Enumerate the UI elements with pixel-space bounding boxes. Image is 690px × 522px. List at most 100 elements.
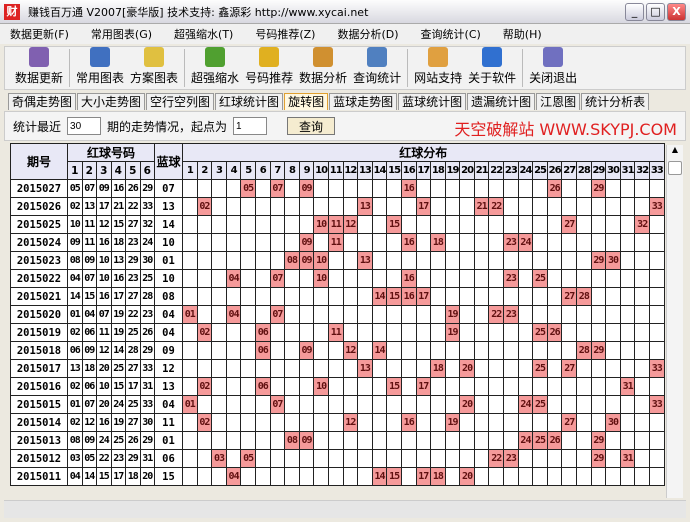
periods-input[interactable]	[67, 117, 102, 135]
scroll-thumb[interactable]	[668, 161, 682, 175]
dist-cell	[473, 377, 490, 396]
dist-cell	[634, 395, 650, 414]
table-row[interactable]: 2015021 14 15 16 17 27 28 08 14 15 16 17 27 28	[10, 287, 665, 306]
dist-cell	[225, 215, 242, 234]
dist-cell	[634, 233, 650, 252]
tab[interactable]: 统计分析表	[581, 93, 650, 110]
red-number-cell: 21	[110, 197, 126, 216]
dist-cell	[225, 323, 242, 342]
dist-cell	[386, 413, 402, 432]
menu-item[interactable]: 帮助(H)	[502, 28, 542, 41]
table-row[interactable]: 2015015 01 07 20 24 25 33 04 01 07 20 24 25 33	[10, 395, 665, 414]
table-row[interactable]: 2015023 08 09 10 13 29 30 01 08 09 10 13 29 30	[10, 251, 665, 270]
tab[interactable]: 红球统计图	[215, 93, 284, 110]
tab[interactable]: 奇偶走势图	[8, 93, 77, 110]
table-row[interactable]: 2015011 04 14 15 17 18 20 15 04 14 15 17 18 20	[10, 467, 665, 486]
table-row[interactable]: 2015017 13 18 20 25 27 33 12 13 18 20 25 27 33	[10, 359, 665, 378]
table-row[interactable]: 2015013 08 09 24 25 26 29 01 08 09 24 25 26 29	[10, 431, 665, 450]
table-row[interactable]: 2015014 02 12 16 19 27 30 11 02 12 16 19 27 30	[10, 413, 665, 432]
dist-cell	[459, 287, 475, 306]
dist-cell	[254, 449, 271, 468]
tab[interactable]: 旋转图	[284, 93, 329, 110]
toolbar-button[interactable]: 网站支持	[414, 47, 462, 89]
dist-cell	[561, 197, 578, 216]
table-row[interactable]: 2015018 06 09 12 14 28 29 09 06 09 12 14 28 29	[10, 341, 665, 360]
dist-cell	[240, 359, 256, 378]
tab[interactable]: 遗漏统计图	[467, 93, 536, 110]
dist-hit-cell: 17	[415, 377, 432, 396]
minimize-button[interactable]: _	[625, 3, 644, 21]
scroll-up-icon[interactable]: ▲	[671, 145, 679, 154]
toolbar-button[interactable]: 关于软件	[468, 47, 516, 89]
blue-number-cell: 15	[154, 467, 183, 486]
tab[interactable]: 蓝球走势图	[329, 93, 398, 110]
table-row[interactable]: 2015022 04 07 10 16 23 25 10 04 07 10 16 23 25	[10, 269, 665, 288]
dist-hit-cell: 27	[561, 287, 578, 306]
query-middle-label: 期的走势情况，起点为	[107, 119, 228, 134]
toolbar-button[interactable]: 常用图表	[76, 47, 124, 89]
query-button[interactable]: 查询	[287, 117, 336, 135]
tab[interactable]: 空行空列图	[146, 93, 215, 110]
dist-col-header: 10	[313, 161, 329, 180]
dist-cell	[386, 431, 402, 450]
dist-hit-cell: 03	[211, 449, 227, 468]
dist-cell	[269, 233, 286, 252]
menu-item[interactable]: 数据分析(D)	[337, 28, 399, 41]
dist-hit-cell: 01	[182, 305, 198, 324]
toolbar-button[interactable]: 数据更新	[15, 47, 63, 89]
toolbar-button[interactable]: 号码推荐	[245, 47, 293, 89]
dist-col-header: 1	[182, 161, 198, 180]
issue-cell: 2015011	[10, 467, 68, 486]
red-number-cell: 28	[125, 341, 141, 360]
vertical-scrollbar[interactable]: ▲	[666, 145, 683, 498]
tab[interactable]: 大小走势图	[77, 93, 146, 110]
dist-cell	[313, 233, 329, 252]
toolbar-button[interactable]: 关闭退出	[529, 47, 577, 89]
tab[interactable]: 蓝球统计图	[398, 93, 467, 110]
issue-cell: 2015020	[10, 305, 68, 324]
dist-hit-cell: 21	[473, 197, 490, 216]
toolbar-button[interactable]: 数据分析	[299, 47, 347, 89]
dist-cell	[342, 395, 359, 414]
toolbar-button[interactable]: 方案图表	[130, 47, 178, 89]
table-row[interactable]: 2015026 02 13 17 21 22 33 13 02 13 17 21 22 33	[10, 197, 665, 216]
toolbar-button[interactable]: 超强缩水	[191, 47, 239, 89]
dist-cell	[284, 377, 300, 396]
dist-cell	[342, 287, 359, 306]
red-col-header: 3	[96, 161, 112, 180]
toolbar-button[interactable]: 查询统计	[353, 47, 401, 89]
dist-cell	[590, 413, 607, 432]
dist-cell	[619, 179, 636, 198]
menu-item[interactable]: 超强缩水(T)	[174, 28, 234, 41]
close-button[interactable]: X	[667, 3, 686, 21]
menu-item[interactable]: 查询统计(C)	[420, 28, 481, 41]
table-row[interactable]: 2015024 09 11 16 18 23 24 10 09 11 16 18 23 24	[10, 233, 665, 252]
dist-cell	[415, 413, 432, 432]
dist-cell	[576, 467, 592, 486]
maximize-button[interactable]: □	[646, 3, 665, 21]
dist-cell	[254, 431, 271, 450]
dist-cell	[649, 323, 665, 342]
dist-cell	[459, 251, 475, 270]
dist-col-header: 18	[430, 161, 446, 180]
dist-hit-cell: 27	[561, 215, 578, 234]
dist-cell	[590, 233, 607, 252]
table-row[interactable]: 2015012 03 05 22 23 29 31 06 03 05 22 23 29 31	[10, 449, 665, 468]
dist-cell	[488, 179, 505, 198]
dist-hit-cell: 18	[430, 359, 446, 378]
info-icon	[482, 47, 503, 67]
tab[interactable]: 江恩图	[536, 93, 581, 110]
dist-hit-cell: 19	[444, 323, 461, 342]
table-row[interactable]: 2015020 01 04 07 19 22 23 04 01 04 07 19 22 23	[10, 305, 665, 324]
table-row[interactable]: 2015016 02 06 10 15 17 31 13 02 06 10 15 17 31	[10, 377, 665, 396]
start-point-input[interactable]	[233, 117, 268, 135]
dist-hit-cell: 33	[649, 359, 665, 378]
dist-cell	[254, 305, 271, 324]
dist-cell	[517, 215, 534, 234]
menu-item[interactable]: 号码推荐(Z)	[255, 28, 316, 41]
table-row[interactable]: 2015027 05 07 09 16 26 29 07 05 07 09 16 26 29	[10, 179, 665, 198]
menu-item[interactable]: 常用图表(G)	[90, 28, 153, 41]
menu-item[interactable]: 数据更新(F)	[10, 28, 69, 41]
table-row[interactable]: 2015019 02 06 11 19 25 26 04 02 06 11 19 25 26	[10, 323, 665, 342]
table-row[interactable]: 2015025 10 11 12 15 27 32 14 10 11 12 15 27 32	[10, 215, 665, 234]
